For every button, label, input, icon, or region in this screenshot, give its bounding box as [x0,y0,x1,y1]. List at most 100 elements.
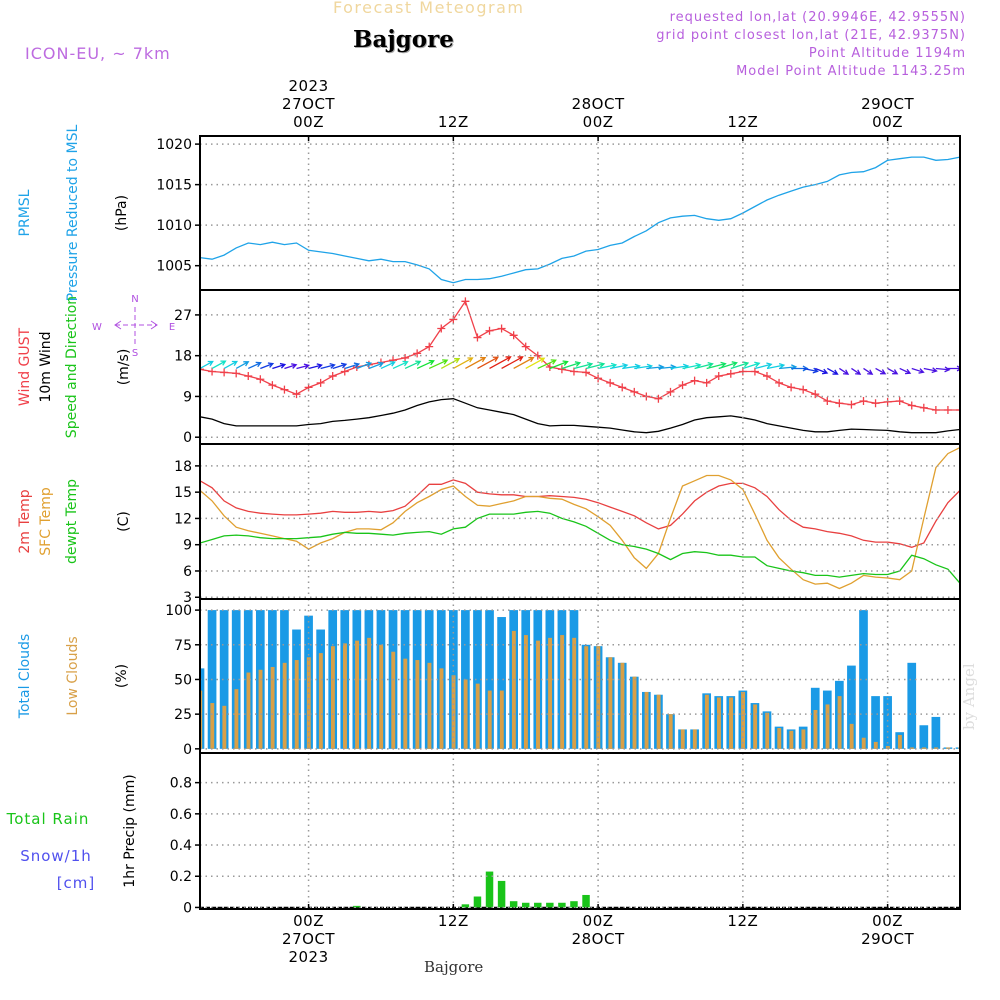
low-cloud-bar [584,646,589,749]
gust-marker [714,372,723,381]
low-cloud-bar [451,675,456,749]
gust-marker [702,378,711,387]
gust-marker [569,367,578,376]
ytick-label-precip: 0.2 [170,869,192,885]
wind-arrow [489,356,512,370]
time-label-bottom: 00Z [293,912,324,930]
wind-arrow [320,363,336,370]
series-pressure [200,156,960,284]
ytick-label-temperature: 3 [183,590,192,606]
panel-label-temperature: (C) [116,511,132,532]
gust-marker [256,375,265,384]
ytick-label-pressure: 1020 [156,137,192,153]
ytick-label-temperature: 15 [174,485,192,501]
gust-marker [280,385,289,394]
gust-marker [208,367,217,376]
time-label-top: 29OCT [861,95,914,113]
total-cloud-bar [907,662,917,749]
low-cloud-bar [813,709,818,749]
panel-label-precip: Snow/1h [20,847,92,865]
ytick-label-wind: 9 [183,389,192,405]
wind-arrow [465,356,487,370]
wind-arrow [863,367,874,375]
wind-arrow [549,360,569,370]
total-cloud-bar [980,747,989,748]
low-cloud-bar [415,660,420,749]
low-cloud-bar [801,729,806,749]
wind-arrow [803,367,819,374]
ytick-label-pressure: 1015 [156,178,192,194]
low-cloud-bar [475,683,480,749]
gust-marker [943,406,952,415]
ytick-label-clouds: 0 [183,742,192,758]
grid-point-coords: grid point closest lon,lat (21E, 42.9375… [656,28,966,43]
time-label-top: 12Z [438,113,469,131]
wind-arrow [875,367,887,375]
total-cloud-bar [931,716,941,749]
gust-marker [835,399,844,408]
wind-arrow [211,360,227,370]
wind-arrow [247,361,262,370]
gust-marker [666,387,675,396]
low-cloud-bar [982,747,986,748]
ytick-label-wind: 27 [174,308,192,324]
low-cloud-bar [970,747,974,748]
rain-bar [546,902,554,908]
gust-marker [328,372,337,381]
time-label-bottom: 2023 [288,948,328,966]
low-cloud-bar [644,691,649,749]
wind-arrow [380,361,396,370]
gust-marker [292,390,301,399]
wind-arrow [597,362,618,370]
low-cloud-bar [246,672,251,749]
gust-marker [533,351,542,360]
time-label-top: 28OCT [572,95,625,113]
wind-arrow [356,361,373,370]
gust-marker [799,385,808,394]
rain-bar [570,901,578,908]
bottom-station-label: Bajgore [424,958,484,976]
gust-marker [811,390,820,399]
wind-arrow [428,359,449,370]
model-altitude: Model Point Altitude 1143.25m [736,64,966,79]
wind-arrow [561,361,582,370]
rain-bar [558,902,566,908]
low-cloud-bar [355,640,359,749]
low-cloud-bar [523,635,528,749]
low-cloud-bar [729,697,733,749]
low-cloud-bar [704,694,709,749]
panel-label-wind: (m/s) [116,349,132,386]
total-cloud-bar [219,610,229,749]
compass-west: W [92,322,102,333]
wind-arrow [706,361,727,370]
wind-arrow [887,367,899,375]
gust-marker [582,368,591,377]
panel-label-wind: Speed and Direction [64,296,80,438]
wind-arrow [525,357,546,370]
gust-marker [200,365,204,374]
wind-arrow [453,357,474,370]
time-label-bottom: 00Z [583,912,614,930]
gust-marker [557,365,566,374]
gust-marker [340,367,349,376]
gust-marker [690,376,699,385]
ytick-label-pressure: 1005 [156,259,192,275]
model-label: ICON-EU, ~ 7km [25,44,171,63]
low-cloud-bar [680,729,685,749]
total-cloud-bar [883,696,892,749]
panel-label-clouds: Low Clouds [65,636,81,715]
wind-arrow [851,367,862,375]
low-cloud-bar [548,637,553,749]
compass-east: E [169,322,175,333]
wind-arrow [959,367,960,369]
low-cloud-bar [511,630,516,749]
wind-arrow [296,363,311,370]
gust-marker [449,315,458,324]
wind-arrow [501,356,524,370]
rain-bar [473,896,482,908]
total-cloud-bar [859,610,868,749]
wind-arrow [440,358,461,370]
gust-marker [823,396,832,405]
ytick-label-clouds: 75 [174,638,192,654]
